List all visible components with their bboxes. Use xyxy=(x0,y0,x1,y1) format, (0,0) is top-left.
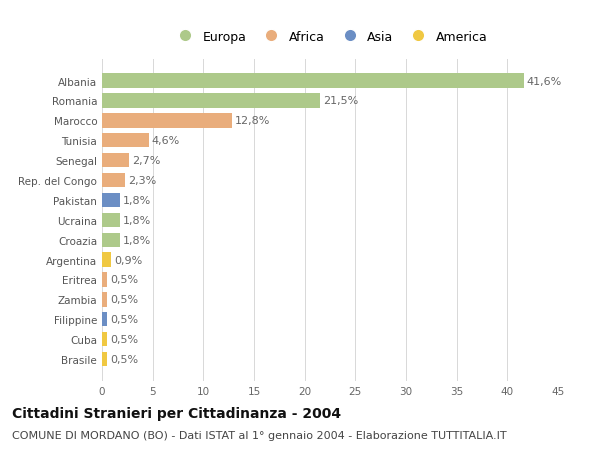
Text: 21,5%: 21,5% xyxy=(323,96,358,106)
Text: 1,8%: 1,8% xyxy=(123,215,152,225)
Text: 2,7%: 2,7% xyxy=(133,156,161,166)
Bar xyxy=(102,273,107,287)
Bar xyxy=(102,292,107,307)
Text: Cittadini Stranieri per Cittadinanza - 2004: Cittadini Stranieri per Cittadinanza - 2… xyxy=(12,406,341,420)
Bar xyxy=(102,174,125,188)
Text: 1,8%: 1,8% xyxy=(123,196,152,206)
Text: 0,9%: 0,9% xyxy=(114,255,142,265)
Text: 0,5%: 0,5% xyxy=(110,335,138,344)
Bar xyxy=(102,352,107,366)
Text: 1,8%: 1,8% xyxy=(123,235,152,245)
Bar xyxy=(102,233,120,247)
Text: 0,5%: 0,5% xyxy=(110,275,138,285)
Bar xyxy=(102,74,524,89)
Bar xyxy=(102,253,111,267)
Bar xyxy=(102,193,120,207)
Bar xyxy=(102,213,120,228)
Text: 0,5%: 0,5% xyxy=(110,314,138,325)
Text: 0,5%: 0,5% xyxy=(110,295,138,305)
Bar xyxy=(102,134,149,148)
Text: 12,8%: 12,8% xyxy=(235,116,270,126)
Text: 41,6%: 41,6% xyxy=(527,77,562,86)
Bar xyxy=(102,94,320,108)
Bar xyxy=(102,154,130,168)
Legend: Europa, Africa, Asia, America: Europa, Africa, Asia, America xyxy=(172,31,488,44)
Text: 4,6%: 4,6% xyxy=(152,136,180,146)
Text: 0,5%: 0,5% xyxy=(110,354,138,364)
Text: COMUNE DI MORDANO (BO) - Dati ISTAT al 1° gennaio 2004 - Elaborazione TUTTITALIA: COMUNE DI MORDANO (BO) - Dati ISTAT al 1… xyxy=(12,431,506,441)
Bar xyxy=(102,313,107,327)
Text: 2,3%: 2,3% xyxy=(128,176,157,185)
Bar xyxy=(102,114,232,128)
Bar xyxy=(102,332,107,347)
